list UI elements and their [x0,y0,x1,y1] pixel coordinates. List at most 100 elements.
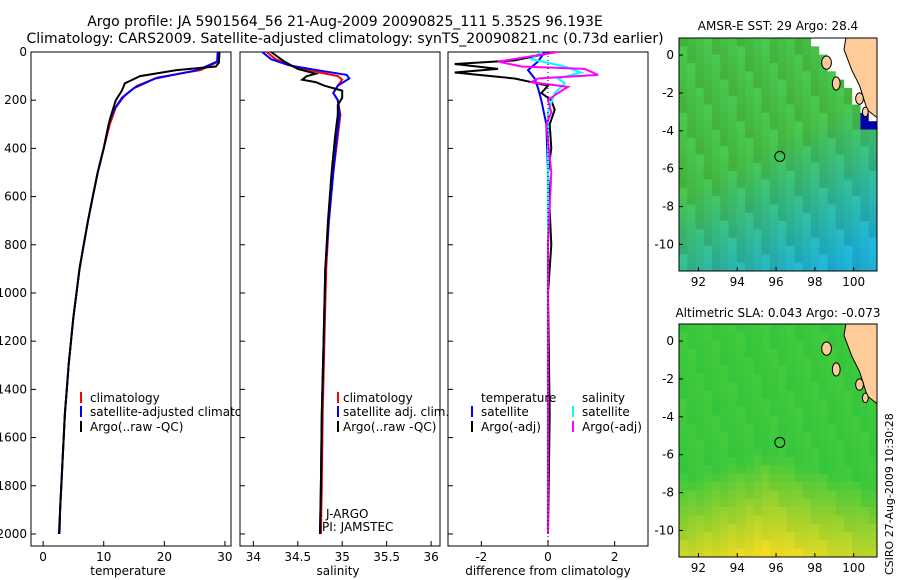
map-cell [802,390,812,400]
map-cell [736,162,746,172]
island [831,362,841,377]
map-cell [835,440,845,450]
map-cell [745,357,754,366]
map-cell [761,137,771,147]
map-cell [745,432,754,441]
map-cell [802,348,812,358]
map-cell [736,415,746,425]
map-cell [835,507,845,516]
map-cell [794,221,804,230]
map-cell [802,482,812,491]
map-cell [868,246,878,255]
map-cell [769,398,779,408]
map-cell [852,448,861,458]
map-cell [811,254,820,263]
map-cell [844,490,853,500]
map-cell [819,196,828,205]
map-cell [736,448,746,458]
map-cell [778,204,787,214]
map-cell [712,187,721,197]
map-cell [852,432,861,441]
map-cell [679,121,688,130]
annotation-pi: PI: JAMSTEC [322,520,393,534]
map-cell [753,196,762,205]
map-cell [811,482,820,491]
argo-float-marker [774,150,786,162]
legend-temperature-satellite: satellite [481,405,529,419]
map-cell [745,154,754,164]
map-cell [753,415,762,425]
map-cell [778,490,787,500]
map-cell [687,87,696,97]
map-cell [835,432,845,441]
map-cell [745,229,754,239]
map-cell [695,365,705,375]
map-cell [736,398,746,408]
map-cell [695,262,705,272]
map-cell [819,507,828,516]
map-cell [695,46,705,55]
map-cell [786,373,795,383]
map-cell [860,473,870,483]
map-cell [769,187,779,197]
map-cell [778,532,787,541]
y-tick-label: -2 [662,372,674,386]
map-cell [802,79,812,89]
map-cell [844,532,853,541]
map-cell [728,490,738,500]
map-cell [852,129,861,139]
map-cell [827,137,837,147]
map-cell [778,104,787,114]
map-cell [811,415,820,425]
map-cell [687,373,696,383]
difference-plot: -2 0 2 [448,51,618,564]
map-cell [753,482,762,491]
map-cell [835,324,845,333]
map-cell [712,407,721,416]
map-cell [786,523,795,533]
y-tick-label: -6 [662,162,674,176]
map-cell [703,365,713,375]
map-cell [860,196,870,205]
map-cell [811,448,820,458]
map-cell [703,129,713,139]
map-cell [827,71,837,80]
map-cell [811,348,820,358]
map-cell [852,237,861,247]
map-cell [728,246,738,255]
map-cell [761,154,771,164]
map-cell [728,179,738,189]
map-cell [728,71,738,80]
map-cell [819,490,828,500]
map-cell [835,548,845,558]
map-cell [852,407,861,416]
map-cell [819,154,828,164]
map-cell [761,490,771,500]
map-cell [835,348,845,358]
map-cell [860,221,870,230]
map-cell [712,54,721,64]
map-cell [736,196,746,205]
map-cell [728,382,738,391]
map-cell [712,457,721,466]
map-cell [794,457,804,466]
map-cell [687,262,696,272]
map-cell [687,137,696,147]
map-cell [778,398,787,408]
map-cell [720,548,729,558]
map-cell [786,490,795,500]
x-tick-label: 100 [842,561,865,575]
map-cell [687,407,696,416]
map-cell [753,87,762,97]
map-cell [794,498,804,508]
map-cell [695,71,705,80]
map-cell [728,112,738,122]
map-cell [835,540,845,549]
map-cell [819,262,828,272]
legend-temperature-argo: Argo(-adj) [481,420,541,434]
y-tick-label: 0 [19,45,27,59]
y-tick-label: 200 [4,93,27,107]
map-cell [778,96,787,105]
map-cell [852,146,861,155]
map-cell [786,246,795,255]
